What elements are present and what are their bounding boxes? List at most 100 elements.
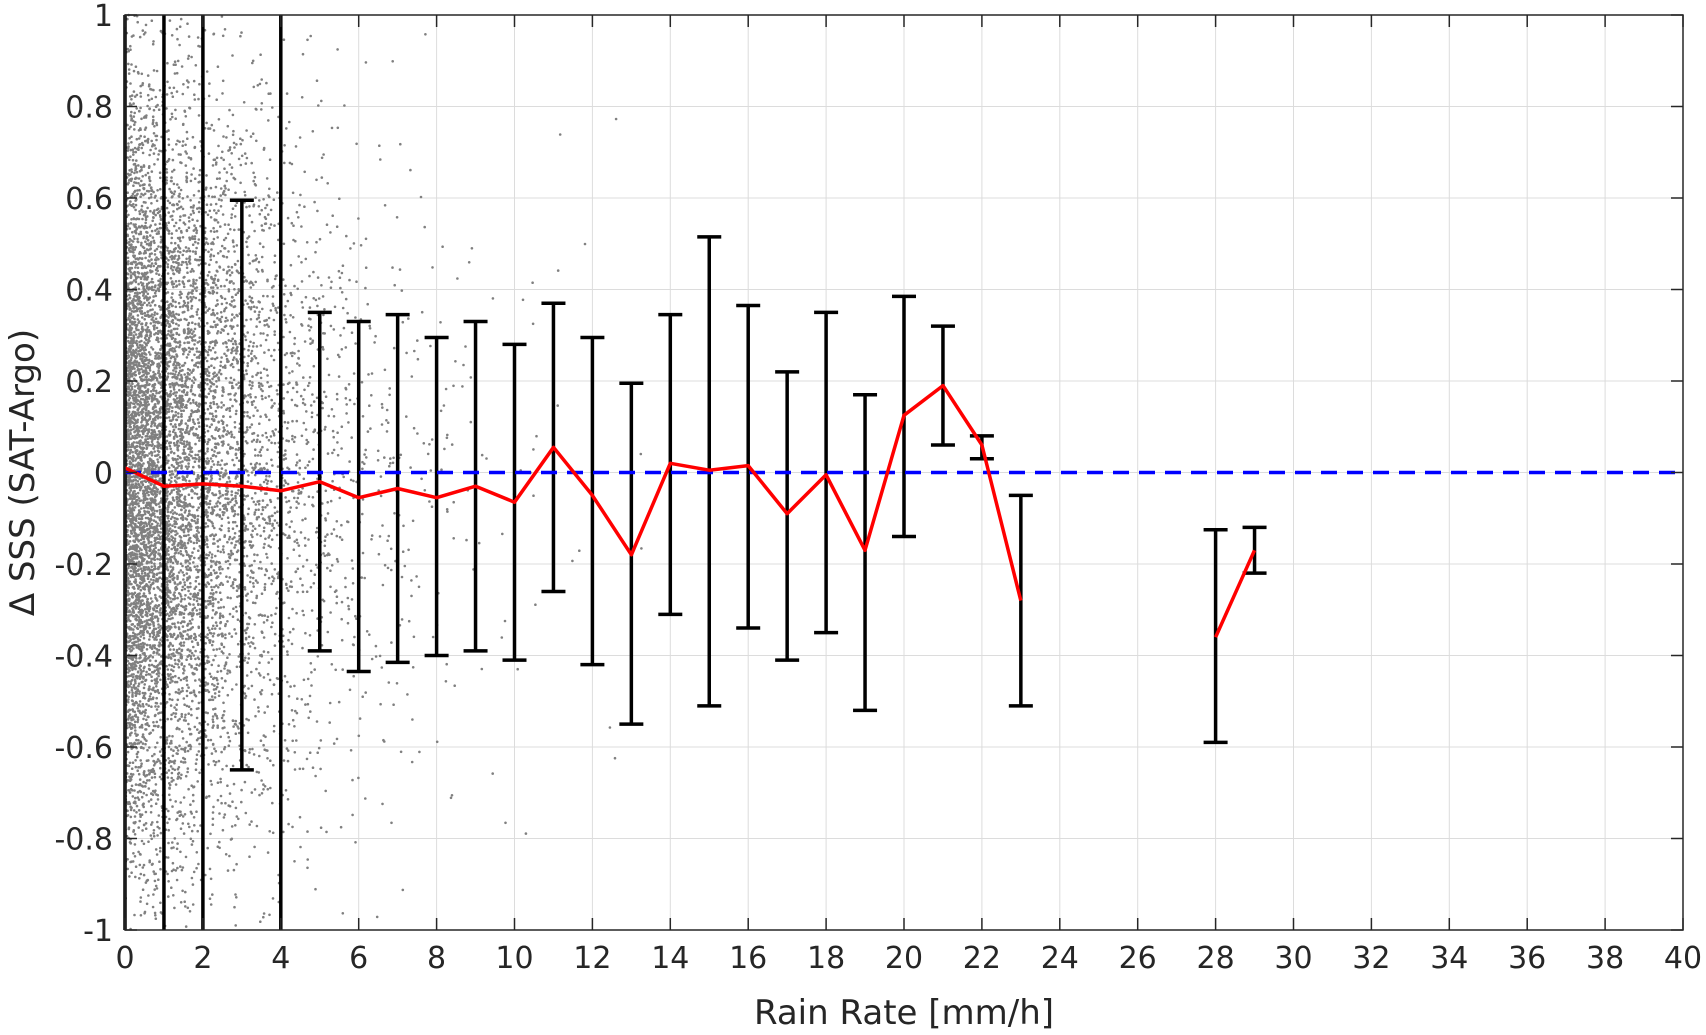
scatter-point — [151, 600, 154, 603]
scatter-point — [129, 114, 133, 117]
scatter-point — [208, 897, 212, 900]
scatter-point — [143, 620, 146, 623]
scatter-point — [244, 594, 248, 597]
scatter-point — [187, 602, 191, 605]
scatter-point — [169, 642, 172, 646]
scatter-point — [130, 98, 133, 101]
scatter-point — [147, 351, 151, 354]
scatter-point — [141, 575, 144, 578]
scatter-point — [352, 242, 356, 245]
scatter-point — [286, 653, 289, 656]
scatter-point — [154, 289, 158, 293]
scatter-point — [228, 163, 232, 166]
scatter-point — [233, 503, 236, 507]
scatter-point — [392, 703, 395, 706]
scatter-point — [230, 498, 234, 502]
scatter-point — [141, 594, 145, 598]
scatter-point — [134, 732, 137, 735]
scatter-point — [133, 330, 136, 334]
scatter-point — [175, 143, 178, 146]
scatter-point — [320, 176, 324, 179]
scatter-point — [191, 410, 195, 414]
scatter-point — [133, 171, 136, 175]
scatter-point — [132, 424, 136, 427]
scatter-point — [243, 355, 246, 359]
scatter-point — [184, 713, 187, 717]
scatter-point — [234, 342, 238, 346]
scatter-point — [265, 323, 269, 326]
scatter-point — [144, 210, 148, 213]
scatter-point — [246, 362, 249, 365]
scatter-point — [145, 703, 148, 706]
scatter-point — [192, 654, 196, 657]
scatter-point — [177, 373, 180, 377]
scatter-point — [282, 278, 285, 281]
scatter-point — [171, 616, 174, 620]
scatter-point — [264, 396, 267, 400]
scatter-point — [191, 699, 194, 703]
scatter-point — [276, 191, 279, 194]
scatter-point — [272, 526, 276, 530]
scatter-point — [335, 520, 339, 523]
scatter-point — [191, 237, 195, 241]
scatter-point — [370, 394, 373, 397]
scatter-point — [274, 428, 278, 431]
scatter-point — [252, 438, 256, 442]
scatter-point — [152, 769, 156, 773]
scatter-point — [367, 373, 370, 376]
scatter-point — [403, 564, 407, 568]
scatter-point — [150, 229, 154, 233]
scatter-point — [224, 505, 227, 509]
scatter-point — [147, 196, 151, 200]
scatter-point — [385, 430, 389, 433]
scatter-point — [215, 648, 219, 651]
scatter-point — [289, 506, 293, 509]
scatter-point — [169, 617, 172, 621]
scatter-point — [206, 407, 210, 411]
scatter-point — [176, 183, 179, 186]
scatter-point — [402, 524, 405, 528]
scatter-point — [167, 809, 170, 813]
scatter-point — [251, 466, 254, 470]
scatter-point — [211, 286, 215, 289]
scatter-point — [158, 667, 162, 670]
scatter-point — [218, 177, 221, 180]
scatter-point — [239, 142, 243, 146]
scatter-point — [294, 709, 297, 713]
scatter-point — [357, 776, 360, 780]
scatter-point — [172, 894, 175, 897]
scatter-point — [190, 876, 194, 880]
scatter-point — [204, 500, 208, 504]
scatter-point — [335, 398, 339, 401]
scatter-point — [150, 262, 154, 265]
scatter-point — [229, 554, 233, 557]
scatter-point — [190, 359, 194, 362]
scatter-point — [236, 270, 239, 273]
scatter-point — [386, 421, 390, 425]
scatter-point — [293, 284, 296, 288]
scatter-point — [270, 582, 274, 586]
scatter-point — [179, 901, 183, 904]
scatter-point — [185, 179, 188, 182]
scatter-point — [156, 619, 160, 623]
scatter-point — [206, 321, 209, 325]
scatter-point — [208, 641, 212, 644]
scatter-point — [167, 252, 171, 255]
scatter-point — [154, 134, 157, 138]
scatter-point — [151, 219, 154, 223]
scatter-point — [157, 878, 160, 881]
scatter-point — [144, 566, 148, 569]
scatter-point — [157, 207, 160, 211]
scatter-point — [312, 364, 316, 368]
scatter-point — [148, 591, 151, 595]
scatter-point — [141, 419, 144, 422]
scatter-point — [172, 260, 175, 264]
scatter-point — [259, 560, 262, 564]
scatter-point — [298, 136, 302, 139]
scatter-point — [260, 394, 264, 398]
scatter-point — [236, 324, 239, 327]
scatter-point — [232, 356, 236, 359]
scatter-point — [330, 126, 334, 130]
scatter-point — [151, 236, 155, 239]
scatter-point — [176, 663, 180, 666]
